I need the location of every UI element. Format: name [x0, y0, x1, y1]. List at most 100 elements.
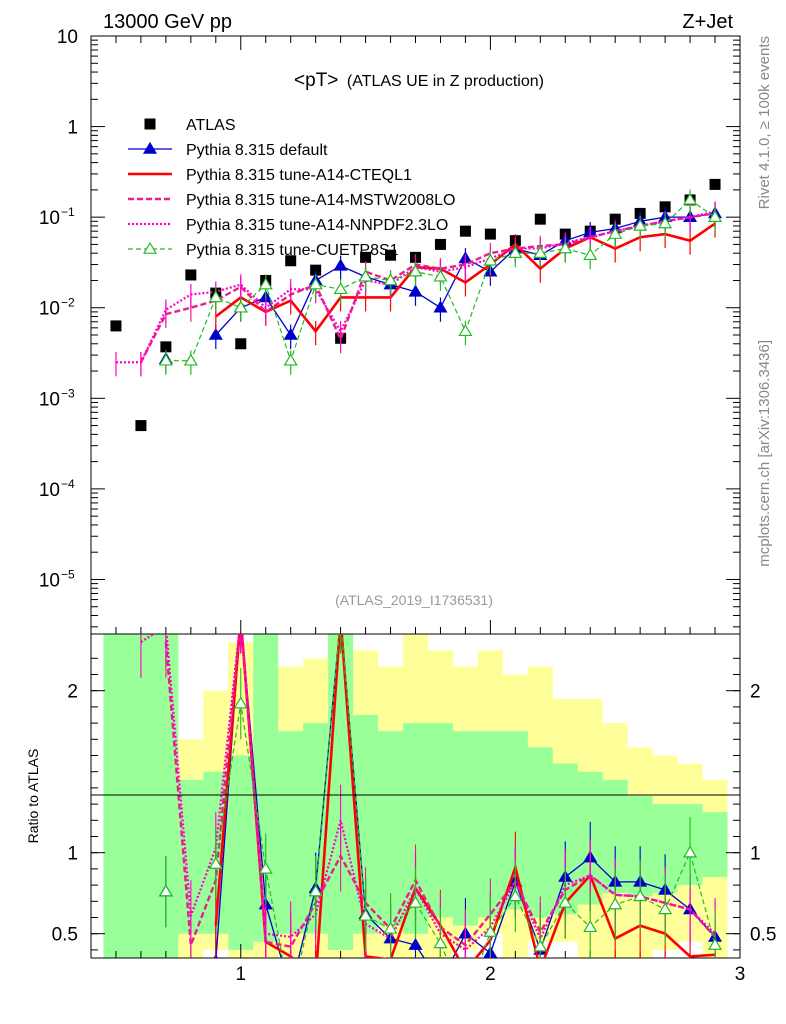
marker-default [333, 258, 348, 271]
marker-cuetp8s1 [633, 218, 648, 231]
atlas-data-point [709, 178, 721, 190]
marker-cuetp8s1 [333, 282, 348, 295]
ratio-marker-cuetp8s1 [633, 889, 648, 902]
marker-cuetp8s1 [458, 324, 473, 337]
marker-default [433, 300, 448, 313]
main-y-tick-exponent: −3 [61, 386, 75, 400]
ratio-line-cteql1 [214, 634, 716, 958]
marker-cuetp8s1 [383, 273, 398, 286]
ratio-marker-cuetp8s1 [158, 884, 173, 897]
marker-cuetp8s1 [533, 246, 548, 259]
atlas-data-point [360, 251, 372, 263]
ratio-marker-cuetp8s1 [408, 895, 423, 908]
x-tick-label: 3 [735, 964, 746, 985]
rivet-version-label: Rivet 4.1.0, ≥ 100k events [756, 36, 773, 209]
legend-label-default: Pythia 8.315 default [186, 142, 328, 159]
marker-default [408, 284, 423, 297]
legend-item-nnpdf: Pythia 8.315 tune-A14-NNPDF2.3LO [128, 217, 448, 234]
ratio-y-tick-label: 2 [750, 682, 761, 703]
marker-cuetp8s1 [258, 277, 273, 290]
ratio-marker-cuetp8s1 [658, 902, 673, 915]
legend-label-atlas: ATLAS [186, 117, 236, 134]
atlas-data-point [185, 269, 197, 281]
legend-item-cteql1: Pythia 8.315 tune-A14-CTEQL1 [128, 167, 412, 184]
header-process-label: Z+Jet [682, 11, 733, 33]
atlas-data-point [160, 341, 172, 353]
chart-title-sub: (ATLAS UE in Z production) [347, 73, 544, 90]
legend-marker-default [142, 141, 158, 154]
ratio-y-tick-label: 0.5 [52, 925, 78, 946]
ratio-band-green [527, 747, 553, 918]
ratio-marker-cuetp8s1 [335, 612, 347, 622]
marker-cuetp8s1 [208, 290, 223, 303]
marker-cuetp8s1 [358, 269, 373, 282]
ratio-marker-default [408, 937, 423, 950]
ratio-marker-cuetp8s1 [208, 856, 223, 869]
main-y-tick-label: 10 [39, 208, 60, 229]
mcplots-label: mcplots.cern.ch [arXiv:1306.3436] [756, 340, 773, 567]
atlas-data-point [385, 249, 397, 261]
ratio-marker-default [285, 984, 297, 994]
atlas-data-point [135, 420, 147, 432]
ratio-band-green [378, 731, 404, 926]
legend-item-cuetp8s1: Pythia 8.315 tune-CUETP8S1 [128, 241, 399, 259]
atlas-data-point [434, 238, 446, 250]
legend-label-nnpdf: Pythia 8.315 tune-A14-NNPDF2.3LO [186, 217, 448, 234]
ratio-marker-default [335, 612, 347, 622]
legend-label-mstw: Pythia 8.315 tune-A14-MSTW2008LO [186, 192, 455, 209]
ratio-marker-cuetp8s1 [308, 884, 323, 897]
marker-cuetp8s1 [508, 246, 523, 259]
legend-item-default: Pythia 8.315 default [128, 141, 328, 159]
marker-cuetp8s1 [683, 192, 698, 205]
marker-default [283, 327, 298, 340]
ratio-band-green [427, 723, 453, 918]
ratio-marker-cuetp8s1 [433, 936, 448, 949]
ratio-marker-default [434, 976, 446, 986]
chart-title-main: <pT> [294, 70, 338, 91]
atlas-data-point [285, 255, 297, 267]
marker-cuetp8s1 [158, 353, 173, 366]
main-y-tick-exponent: −2 [61, 296, 75, 310]
main-y-tick-label: 10 [57, 27, 78, 48]
ratio-marker-cuetp8s1 [358, 908, 373, 921]
atlas-data-point [484, 228, 496, 240]
ratio-marker-cuetp8s1 [483, 924, 498, 937]
marker-cuetp8s1 [308, 277, 323, 290]
main-y-tick-exponent: −4 [61, 477, 75, 491]
ratio-marker-cuetp8s1 [707, 937, 723, 950]
ratio-marker-cuetp8s1 [683, 845, 698, 858]
main-series-layer [110, 178, 723, 432]
legend-label-cuetp8s1: Pythia 8.315 tune-CUETP8S1 [186, 242, 399, 259]
legend: ATLAS Pythia 8.315 default Pythia 8.315 tu… [128, 117, 455, 259]
marker-cuetp8s1 [707, 209, 723, 222]
ratio-y-tick-label: 1 [67, 844, 78, 865]
ratio-band-green [278, 731, 304, 934]
atlas-data-point [534, 213, 546, 225]
marker-cuetp8s1 [233, 300, 248, 313]
legend-label-cteql1: Pythia 8.315 tune-A14-CTEQL1 [186, 167, 412, 184]
ratio-marker-cuetp8s1 [583, 920, 598, 933]
main-y-tick-label: 10 [39, 570, 60, 591]
marker-cuetp8s1 [558, 241, 573, 254]
marker-cuetp8s1 [658, 216, 673, 229]
ratio-marker-cuetp8s1 [285, 996, 297, 1006]
ratio-marker-cuetp8s1 [608, 897, 623, 910]
ratio-y-tick-label: 0.5 [750, 925, 776, 946]
ratio-band-green [103, 634, 129, 958]
legend-item-atlas: ATLAS [144, 117, 236, 134]
main-y-tick-label: 10 [39, 389, 60, 410]
ratio-y-tick-label: 1 [750, 844, 761, 865]
main-y-tick-label: 10 [39, 480, 60, 501]
marker-cuetp8s1 [183, 353, 198, 366]
ratio-band-green [452, 731, 478, 926]
ratio-line-cuetp8s1 [215, 634, 716, 958]
atlas-data-point [459, 225, 471, 237]
ratio-y-tick-label: 2 [67, 682, 78, 703]
ratio-series-layer [140, 612, 723, 1006]
main-y-tick-label: 1 [67, 118, 78, 139]
ratio-marker-cuetp8s1 [508, 889, 523, 902]
ratio-marker-cuetp8s1 [459, 996, 471, 1006]
ratio-marker-cuetp8s1 [533, 939, 548, 952]
